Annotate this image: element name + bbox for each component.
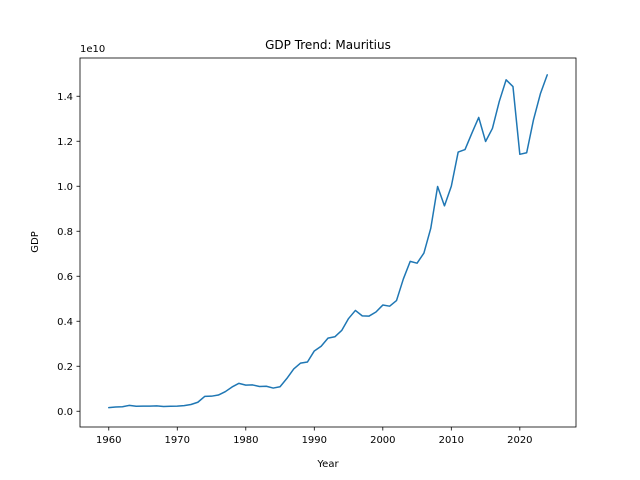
x-tick-label: 1980 (233, 435, 258, 446)
y-tick-label: 0.8 (57, 227, 73, 238)
x-axis-label: Year (316, 459, 339, 470)
y-tick-label: 0.4 (57, 317, 73, 328)
x-tick-label: 2000 (370, 435, 395, 446)
y-tick-label: 1.4 (57, 92, 73, 103)
y-axis-label: GDP (30, 231, 41, 252)
x-tick-label: 1970 (165, 435, 190, 446)
series-line-0 (108, 74, 548, 409)
y-tick-label: 0.0 (57, 407, 73, 418)
y-axis-ticks: 0.0 0.2 0.4 0.6 0.8 1.0 1.2 1.4 (57, 92, 80, 418)
x-axis-ticks: 1960 1970 1980 1990 2000 2010 2020 (96, 427, 533, 446)
axes-frame (79, 57, 577, 428)
y-offset-text: 1e10 (80, 44, 105, 55)
y-tick-label: 1.0 (57, 182, 73, 193)
x-tick-label: 2010 (439, 435, 464, 446)
chart-title: GDP Trend: Mauritius (265, 38, 391, 52)
x-tick-label: 1960 (96, 435, 121, 446)
plot-area (79, 57, 577, 428)
y-tick-label: 1.2 (57, 137, 73, 148)
x-tick-label: 1990 (302, 435, 327, 446)
x-tick-label: 2020 (507, 435, 532, 446)
y-tick-label: 0.2 (57, 362, 73, 373)
y-tick-label: 0.6 (57, 272, 73, 283)
